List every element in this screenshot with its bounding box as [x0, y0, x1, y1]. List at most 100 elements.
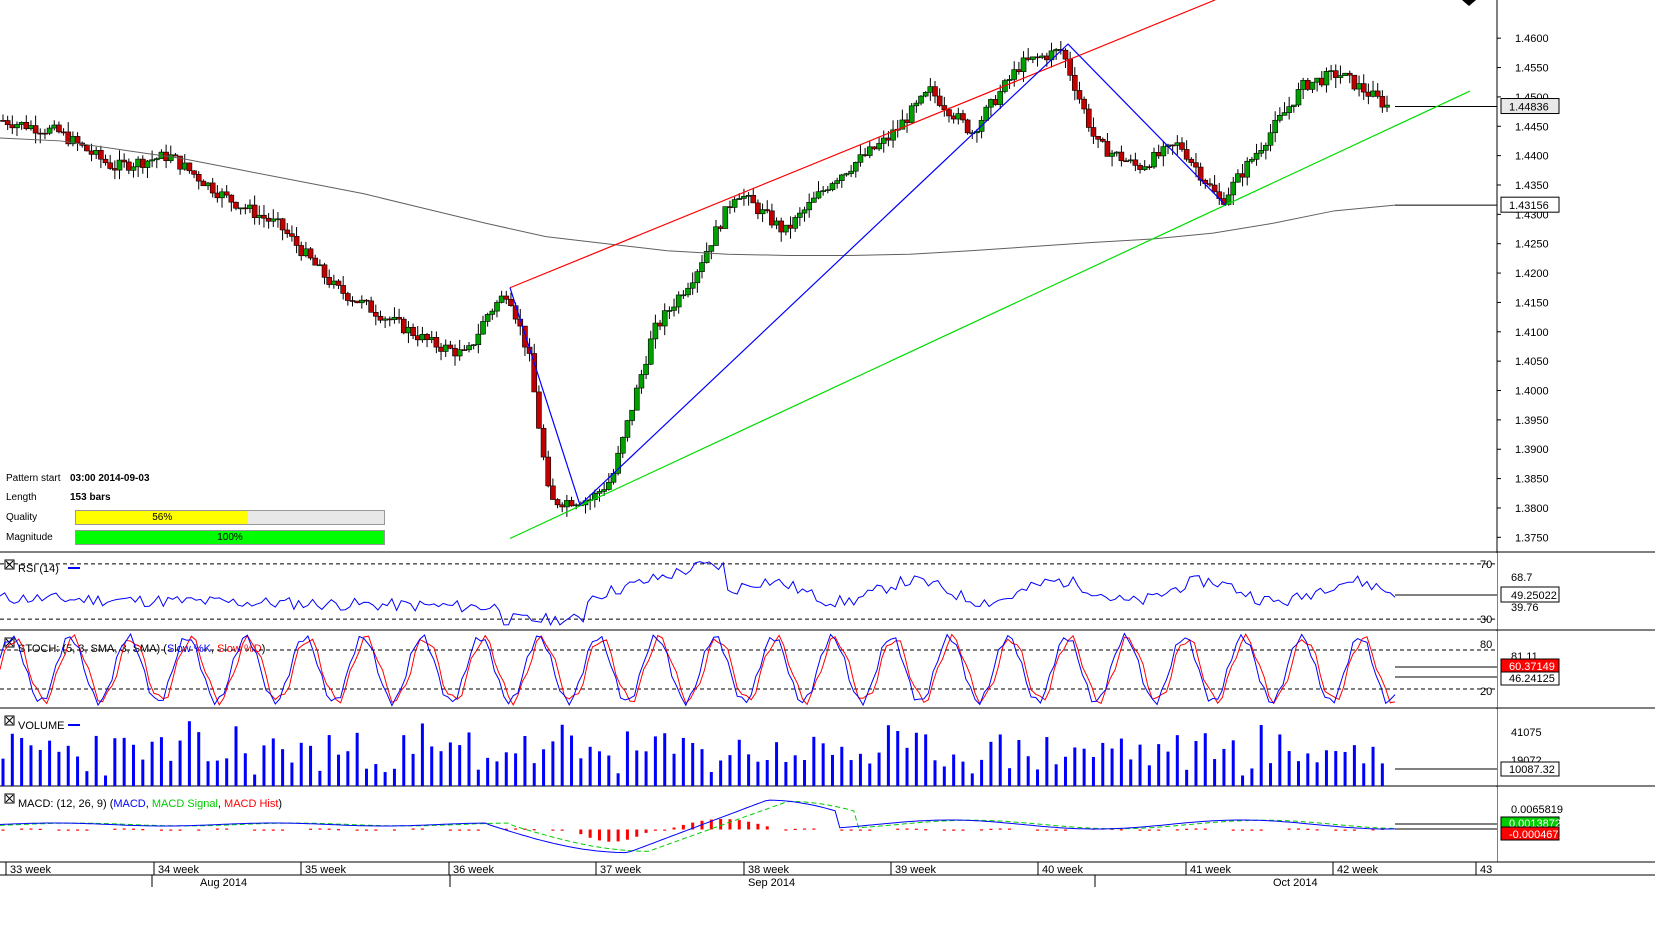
volume-bar	[215, 760, 219, 786]
macd-hist-bar	[551, 829, 555, 831]
candle-body	[405, 326, 412, 334]
magnitude-bar: 100%	[75, 530, 385, 545]
volume-bar	[392, 768, 396, 786]
macd-hist-bar	[225, 828, 229, 830]
volume-bar	[747, 754, 751, 786]
candle-body	[880, 137, 887, 144]
volume-bar	[1287, 751, 1291, 786]
candle-body	[149, 159, 155, 162]
candle-body	[1253, 152, 1260, 160]
volume-bar	[514, 753, 518, 786]
candle-body	[9, 124, 16, 129]
volume-bar	[905, 747, 909, 786]
macd-hist-bar	[523, 828, 527, 830]
macd-hist-bar	[271, 829, 275, 831]
volume-bar	[448, 742, 452, 786]
macd-hist-bar	[178, 829, 182, 831]
macd-hist-bar	[1343, 829, 1347, 831]
resistance-line	[509, 0, 1216, 289]
macd-hist-bar	[728, 819, 732, 830]
macd-hist-bar	[597, 829, 601, 841]
volume-right-label-1: 41075	[1511, 727, 1542, 739]
candle-body	[1113, 151, 1120, 154]
candle-body	[1314, 77, 1320, 83]
macd-hist-bar	[215, 828, 219, 830]
volume-bar	[830, 754, 834, 786]
candle-body	[792, 217, 799, 229]
candle-body	[195, 174, 202, 182]
candle-body	[540, 427, 547, 458]
candle-body	[275, 218, 281, 221]
macd-hist-bar	[467, 829, 471, 831]
macd-hist-bar	[1306, 828, 1310, 830]
macd-hist-bar	[784, 829, 788, 831]
candle-body	[717, 226, 724, 229]
macd-hist-value-box	[1500, 826, 1560, 841]
candle-body	[1109, 152, 1115, 157]
candle-body	[550, 485, 556, 500]
week-label: 41 week	[1190, 864, 1231, 876]
candle-body	[410, 326, 416, 336]
candle-body	[102, 158, 109, 164]
sma-line	[0, 137, 1396, 256]
candle-body	[1249, 159, 1255, 162]
y-tick-label: 1.4200	[1515, 268, 1549, 280]
volume-value-box	[1500, 761, 1560, 777]
candle-body	[666, 310, 673, 312]
candle-body	[1188, 158, 1195, 163]
macd-hist-bar	[420, 828, 424, 830]
candle-body	[153, 158, 160, 161]
volume-bar	[886, 725, 890, 786]
candle-body	[1151, 151, 1157, 168]
quality-bar: 56%	[75, 510, 385, 525]
candle-body	[727, 206, 733, 208]
candle-body	[503, 295, 510, 300]
candle-body	[531, 353, 538, 393]
volume-bar	[1, 758, 5, 786]
candle-body	[167, 154, 174, 162]
candle-body	[461, 349, 468, 351]
volume-bar	[1269, 763, 1273, 786]
sma-label: 1.43156	[1509, 200, 1549, 212]
candle-body	[857, 154, 864, 163]
candle-body	[750, 194, 757, 204]
candle-body	[731, 199, 738, 208]
close-panel-icon-cross	[5, 638, 14, 647]
candle-body	[508, 298, 514, 307]
week-label: 36 week	[453, 864, 494, 876]
volume-bar	[1185, 769, 1189, 786]
candle-body	[321, 264, 328, 278]
macd-hist-bar	[131, 828, 135, 830]
volume-bar	[1380, 763, 1384, 786]
candle-body	[18, 122, 25, 125]
candle-body	[741, 196, 747, 199]
volume-bar	[942, 766, 946, 786]
macd-hist-bar	[672, 827, 676, 830]
candle-body	[1305, 80, 1311, 90]
candle-body	[335, 280, 342, 286]
candle-body	[843, 173, 850, 176]
candle-body	[135, 158, 141, 168]
candle-body	[0, 120, 6, 122]
candle-body	[522, 325, 528, 348]
current-price-box	[1500, 98, 1560, 115]
candle-body	[270, 218, 277, 222]
volume-bar	[1231, 740, 1235, 786]
week-label: 43	[1480, 864, 1492, 876]
y-tick-label: 1.3950	[1515, 415, 1549, 427]
volume-bar	[420, 723, 424, 786]
candle-body	[1360, 83, 1367, 93]
volume-bar	[980, 759, 984, 786]
macd-right-label-1: 0.0065819	[1511, 804, 1563, 816]
macd-hist-bar	[756, 823, 760, 830]
volume-bar	[1008, 768, 1012, 786]
macd-hist-bar	[803, 828, 807, 830]
rsi-value-label-box	[1500, 586, 1560, 603]
candle-body	[890, 129, 896, 141]
volume-bar	[113, 738, 117, 786]
macd-hist-bar	[1147, 829, 1151, 831]
macd-hist-bar	[616, 829, 620, 842]
close-panel-icon-cross	[5, 560, 14, 569]
candle-body	[1179, 142, 1185, 150]
macd-hist-value: -0.0004671	[1509, 829, 1565, 841]
